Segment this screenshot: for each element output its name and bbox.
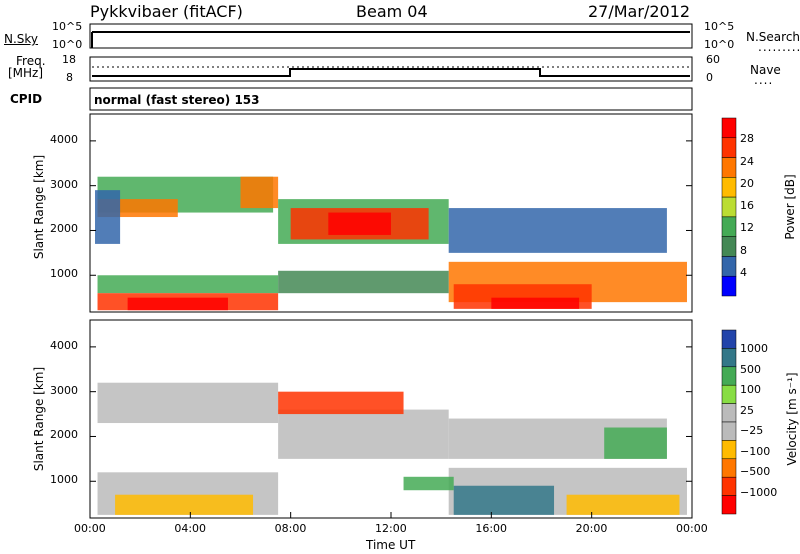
xtick-0: 00:00 xyxy=(74,522,106,535)
freq-trace xyxy=(92,68,690,77)
power-colorbar-swatch-3 xyxy=(721,177,737,198)
nsky-panel xyxy=(89,23,693,49)
power-colorbar-swatch-8 xyxy=(721,275,737,297)
velocity-region-1 xyxy=(278,409,449,459)
velocity-colorbar-swatch-4 xyxy=(721,403,737,423)
freq-unit: [MHz] xyxy=(8,66,44,80)
power-colorbar-swatch-6 xyxy=(721,236,737,257)
power-region-2 xyxy=(240,176,279,209)
velocity-colorbar-swatch-0 xyxy=(721,329,737,349)
nsearch-label: N.Search xyxy=(746,30,800,44)
nsearch-bottom-tick: 10^0 xyxy=(704,38,735,51)
velocity-colorbar-tick-7: −1000 xyxy=(740,485,778,499)
xtick-6: 00:00 xyxy=(676,522,708,535)
velocity-panel xyxy=(89,319,737,519)
velocity-region-10 xyxy=(604,427,667,459)
xtick-1: 04:00 xyxy=(174,522,207,535)
power-colorbar-tick-4: 12 xyxy=(740,221,754,235)
power-colorbar-label: Power [dB] xyxy=(783,174,797,240)
nave-legend-line: .... xyxy=(754,73,774,87)
power-ytick-0: 1000 xyxy=(50,267,78,281)
power-ytick-3: 4000 xyxy=(50,132,78,146)
cpid-label: CPID xyxy=(10,92,43,106)
freq-top-tick: 18 xyxy=(62,53,76,66)
velocity-colorbar-swatch-8 xyxy=(721,476,737,496)
velocity-region-0 xyxy=(97,382,279,424)
velocity-colorbar-swatch-5 xyxy=(721,421,737,441)
velocity-colorbar-swatch-7 xyxy=(721,458,737,478)
velocity-colorbar-swatch-9 xyxy=(721,495,737,515)
power-colorbar-swatch-1 xyxy=(721,137,737,158)
power-colorbar-swatch-4 xyxy=(721,196,737,218)
beam-title: Beam 04 xyxy=(356,2,428,21)
velocity-region-3 xyxy=(115,494,254,515)
power-colorbar-swatch-0 xyxy=(721,117,737,139)
nave-top-tick: 60 xyxy=(706,53,720,66)
power-ytick-1: 2000 xyxy=(50,222,78,236)
power-region-6 xyxy=(97,275,279,294)
nsky-bottom-tick: 10^0 xyxy=(52,38,83,51)
velocity-colorbar-tick-5: −100 xyxy=(740,444,771,458)
freq-label: Freq. xyxy=(16,54,46,68)
power-ytick-2: 3000 xyxy=(50,177,78,191)
velocity-colorbar-swatch-2 xyxy=(721,366,737,386)
power-region-5 xyxy=(328,212,391,235)
power-colorbar-tick-2: 20 xyxy=(740,176,754,190)
velocity-colorbar-swatch-3 xyxy=(721,384,737,404)
power-colorbar-tick-6: 4 xyxy=(740,265,747,279)
power-region-14 xyxy=(95,190,121,244)
power-colorbar-tick-1: 24 xyxy=(740,154,754,168)
power-region-12 xyxy=(448,208,667,253)
velocity-ytick-2: 3000 xyxy=(50,383,78,397)
power-region-13 xyxy=(278,270,449,294)
velocity-colorbar-swatch-6 xyxy=(721,440,737,460)
power-colorbar-tick-5: 8 xyxy=(740,243,747,257)
velocity-colorbar-label: Velocity [m s⁻¹] xyxy=(785,372,799,466)
velocity-region-9 xyxy=(403,476,454,491)
velocity-region-4 xyxy=(278,391,404,415)
velocity-colorbar-tick-4: −25 xyxy=(740,424,764,438)
velocity-colorbar-swatch-1 xyxy=(721,348,737,368)
nsearch-legend-line: ......... xyxy=(758,40,800,54)
date-title: 27/Mar/2012 xyxy=(588,2,691,21)
velocity-ylabel: Slant Range [km] xyxy=(32,366,46,472)
xtick-3: 12:00 xyxy=(375,522,407,535)
power-frame xyxy=(89,113,693,313)
cpid-value: normal (fast stereo) 153 xyxy=(94,93,260,107)
velocity-colorbar-tick-1: 500 xyxy=(740,362,761,376)
nsky-top-tick: 10^5 xyxy=(52,20,83,33)
xtick-4: 16:00 xyxy=(475,522,508,535)
freq-bottom-tick: 8 xyxy=(66,71,73,84)
velocity-ytick-3: 4000 xyxy=(50,338,78,352)
power-colorbar-swatch-5 xyxy=(721,216,737,237)
power-colorbar-swatch-2 xyxy=(721,157,737,178)
velocity-colorbar-tick-3: 25 xyxy=(740,403,754,417)
velocity-colorbar-tick-0: 1000 xyxy=(740,342,768,356)
power-colorbar-tick-0: 28 xyxy=(740,132,754,146)
x-axis-label: Time UT xyxy=(366,538,416,552)
velocity-ytick-0: 1000 xyxy=(50,473,78,487)
power-ylabel: Slant Range [km] xyxy=(32,154,46,260)
velocity-colorbar-tick-6: −500 xyxy=(740,465,771,479)
power-region-11 xyxy=(491,297,580,309)
velocity-colorbar-tick-2: 100 xyxy=(740,383,761,397)
station-title: Pykkvibaer (fitACF) xyxy=(90,2,243,21)
xtick-5: 20:00 xyxy=(575,522,608,535)
cpid-panel xyxy=(89,87,693,111)
nave-label: Nave xyxy=(750,63,781,77)
power-colorbar-swatch-7 xyxy=(721,256,737,277)
velocity-region-6 xyxy=(453,485,555,515)
power-region-8 xyxy=(127,297,228,311)
nave-bottom-tick: 0 xyxy=(706,71,713,84)
velocity-region-7 xyxy=(566,494,680,515)
nsearch-top-tick: 10^5 xyxy=(704,20,735,33)
velocity-ytick-1: 2000 xyxy=(50,428,78,442)
xtick-2: 08:00 xyxy=(274,522,307,535)
power-colorbar-tick-3: 16 xyxy=(740,199,754,212)
freq-panel xyxy=(89,56,693,82)
nsky-label: N.Sky xyxy=(4,32,39,46)
power-panel xyxy=(89,113,737,313)
